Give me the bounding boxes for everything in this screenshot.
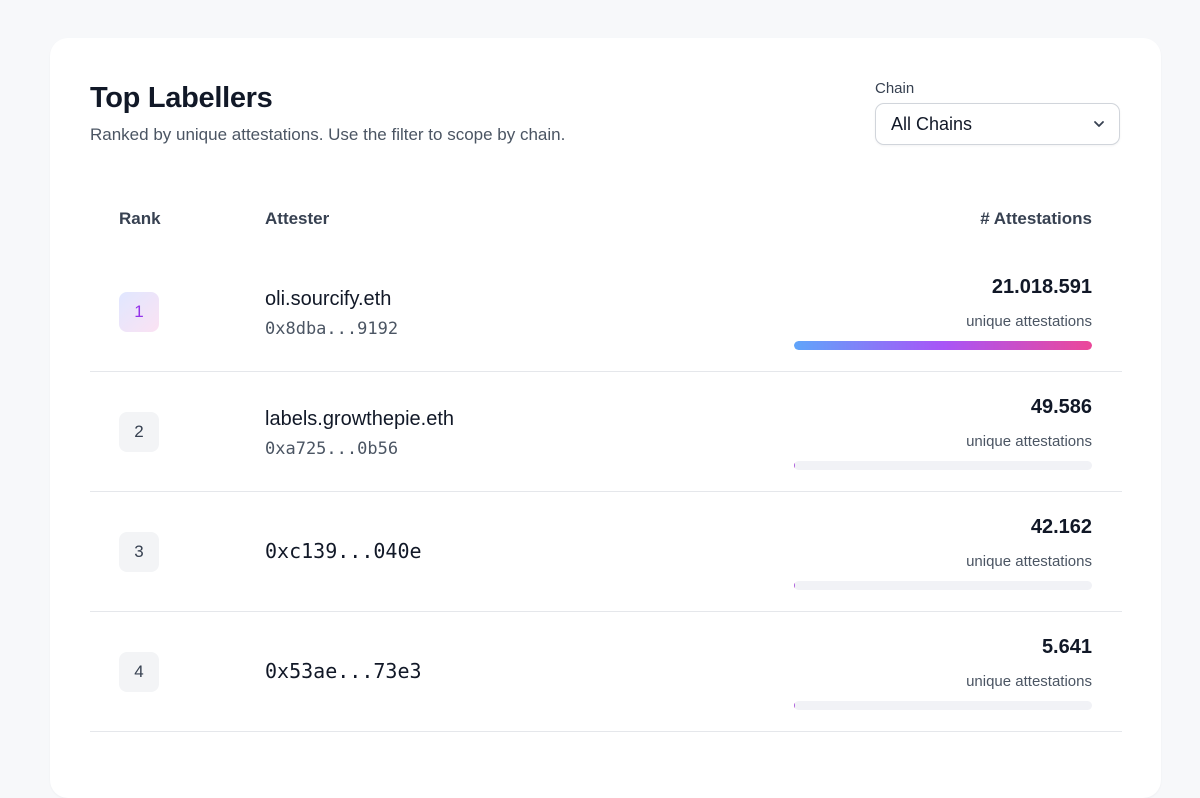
attestation-bar-fill bbox=[794, 461, 795, 470]
table-row[interactable]: 3 0xc139...040e 42.162 unique attestatio… bbox=[90, 491, 1122, 612]
column-header-rank: Rank bbox=[119, 209, 161, 228]
attestation-unit-label: unique attestations bbox=[966, 433, 1092, 450]
top-labellers-card: Top Labellers Ranked by unique attestati… bbox=[50, 38, 1161, 798]
attester-address[interactable]: 0xc139...040e bbox=[265, 539, 422, 563]
page-subtitle: Ranked by unique attestations. Use the f… bbox=[90, 125, 566, 144]
rank-badge: 3 bbox=[119, 532, 159, 572]
attestation-bar-fill bbox=[794, 701, 795, 710]
page-title: Top Labellers bbox=[90, 82, 273, 114]
attestation-count: 42.162 bbox=[1030, 516, 1092, 538]
chain-select[interactable]: All Chains bbox=[875, 103, 1120, 145]
attester-name[interactable]: oli.sourcify.eth bbox=[265, 288, 392, 310]
attester-address: 0x8dba...9192 bbox=[265, 319, 399, 339]
attester-address[interactable]: 0x53ae...73e3 bbox=[265, 659, 422, 683]
attestation-bar-fill bbox=[794, 581, 795, 590]
rank-badge: 1 bbox=[119, 292, 159, 332]
attestation-bar-track bbox=[794, 581, 1092, 590]
attester-name[interactable]: labels.growthepie.eth bbox=[265, 408, 455, 430]
attestation-unit-label: unique attestations bbox=[966, 313, 1092, 330]
table-row[interactable]: 4 0x53ae...73e3 5.641 unique attestation… bbox=[90, 611, 1122, 732]
attestation-bar-track bbox=[794, 461, 1092, 470]
table-row[interactable]: 1 oli.sourcify.eth 0x8dba...9192 21.018.… bbox=[90, 251, 1122, 372]
attestation-count: 5.641 bbox=[1041, 636, 1092, 658]
attester-address: 0xa725...0b56 bbox=[265, 439, 399, 459]
rank-badge: 4 bbox=[119, 652, 159, 692]
chain-filter-label: Chain bbox=[875, 80, 915, 97]
attestation-unit-label: unique attestations bbox=[966, 553, 1092, 570]
attestation-bar-track bbox=[794, 701, 1092, 710]
attestation-count: 21.018.591 bbox=[991, 276, 1092, 298]
chevron-down-icon bbox=[1094, 121, 1104, 127]
attestation-bar-fill bbox=[794, 341, 1092, 350]
attestation-count: 49.586 bbox=[1030, 396, 1092, 418]
column-header-attester: Attester bbox=[265, 209, 330, 228]
chain-select-value: All Chains bbox=[891, 113, 973, 134]
table-row[interactable]: 2 labels.growthepie.eth 0xa725...0b56 49… bbox=[90, 371, 1122, 492]
attestation-unit-label: unique attestations bbox=[966, 673, 1092, 690]
attestation-bar-track bbox=[794, 341, 1092, 350]
rank-badge: 2 bbox=[119, 412, 159, 452]
column-header-attestations: # Attestations bbox=[980, 209, 1092, 228]
